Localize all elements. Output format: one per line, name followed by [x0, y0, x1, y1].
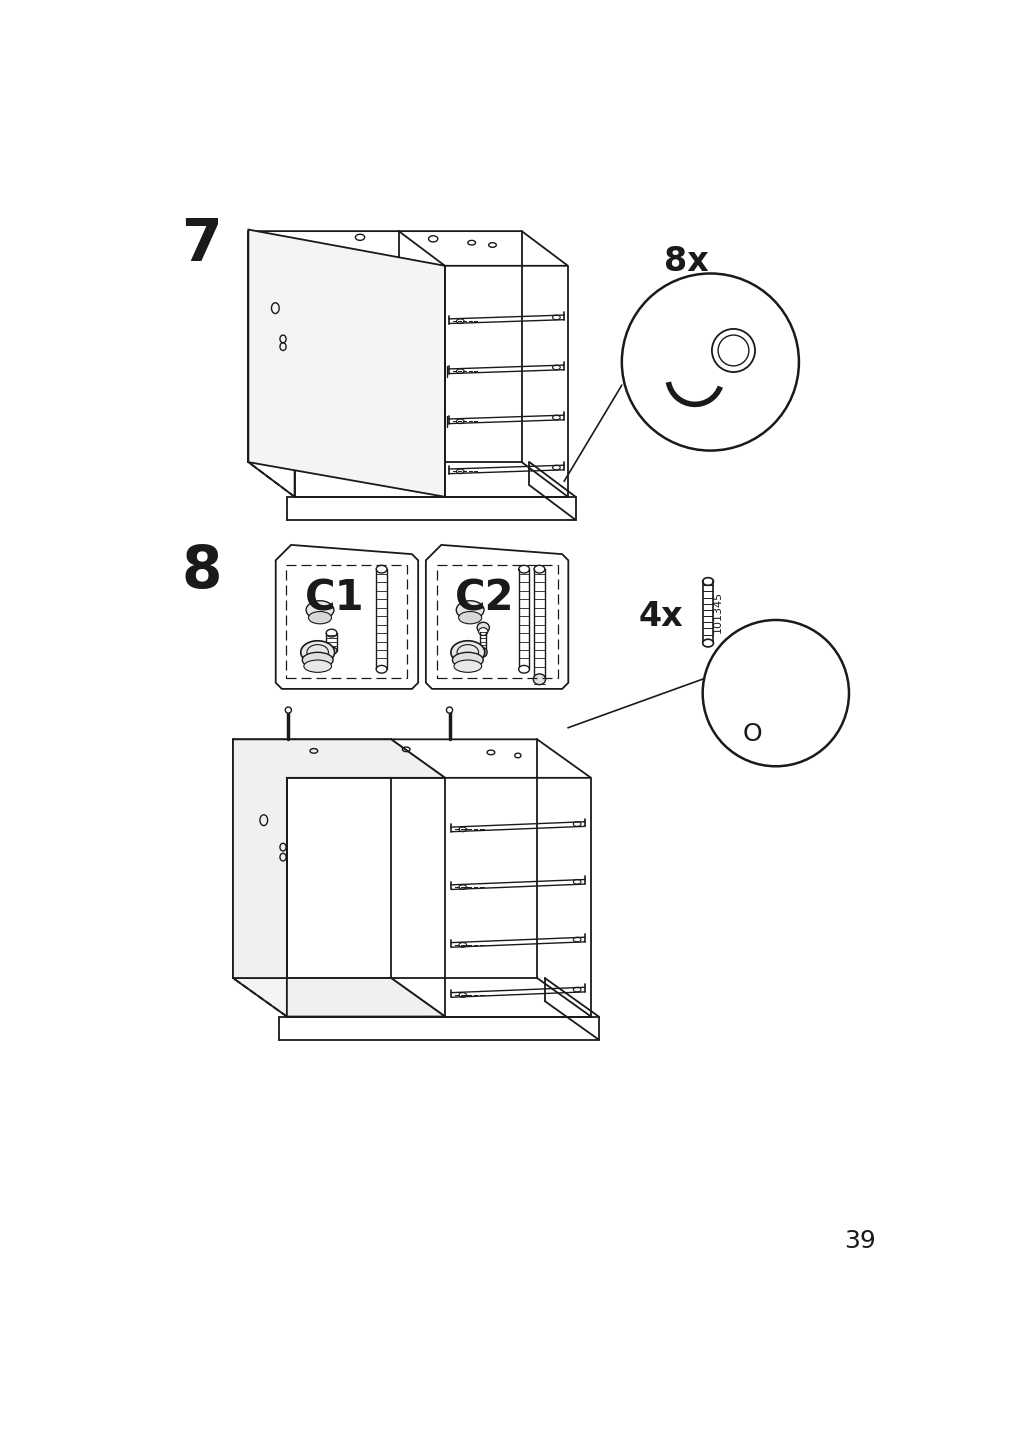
Ellipse shape — [478, 627, 487, 636]
Ellipse shape — [303, 660, 332, 673]
Ellipse shape — [518, 666, 529, 673]
Ellipse shape — [476, 623, 489, 633]
Text: 7: 7 — [181, 216, 221, 272]
Polygon shape — [233, 739, 445, 1017]
Ellipse shape — [518, 566, 529, 573]
Polygon shape — [233, 739, 590, 778]
Text: 8x: 8x — [663, 245, 709, 278]
Ellipse shape — [326, 647, 337, 654]
Polygon shape — [248, 231, 294, 497]
Text: 8: 8 — [181, 543, 221, 600]
Polygon shape — [275, 546, 418, 689]
Ellipse shape — [452, 653, 483, 667]
Polygon shape — [426, 546, 568, 689]
Text: C2: C2 — [455, 577, 515, 619]
Ellipse shape — [454, 660, 481, 673]
Ellipse shape — [451, 640, 484, 664]
Ellipse shape — [702, 577, 713, 586]
Ellipse shape — [305, 601, 334, 619]
Bar — [436, 566, 557, 679]
Ellipse shape — [326, 629, 337, 637]
Ellipse shape — [308, 611, 332, 624]
Ellipse shape — [285, 707, 291, 713]
Ellipse shape — [534, 566, 544, 573]
Text: C1: C1 — [304, 577, 364, 619]
Ellipse shape — [456, 601, 483, 619]
Ellipse shape — [479, 647, 486, 657]
Polygon shape — [248, 231, 567, 266]
Ellipse shape — [747, 652, 756, 657]
Polygon shape — [233, 739, 286, 1017]
Text: 39: 39 — [843, 1229, 876, 1253]
Ellipse shape — [300, 640, 335, 664]
Text: 101345: 101345 — [713, 591, 723, 633]
Circle shape — [711, 329, 754, 372]
Ellipse shape — [446, 707, 452, 713]
Ellipse shape — [533, 674, 545, 684]
Circle shape — [702, 620, 848, 766]
Ellipse shape — [376, 666, 386, 673]
Ellipse shape — [302, 653, 333, 667]
Ellipse shape — [702, 639, 713, 647]
Ellipse shape — [458, 611, 481, 624]
Circle shape — [621, 274, 798, 451]
Bar — [286, 566, 407, 679]
Ellipse shape — [745, 697, 759, 712]
Ellipse shape — [376, 566, 386, 573]
Text: 4x: 4x — [638, 600, 682, 633]
Text: O: O — [742, 722, 762, 746]
Polygon shape — [248, 229, 445, 497]
